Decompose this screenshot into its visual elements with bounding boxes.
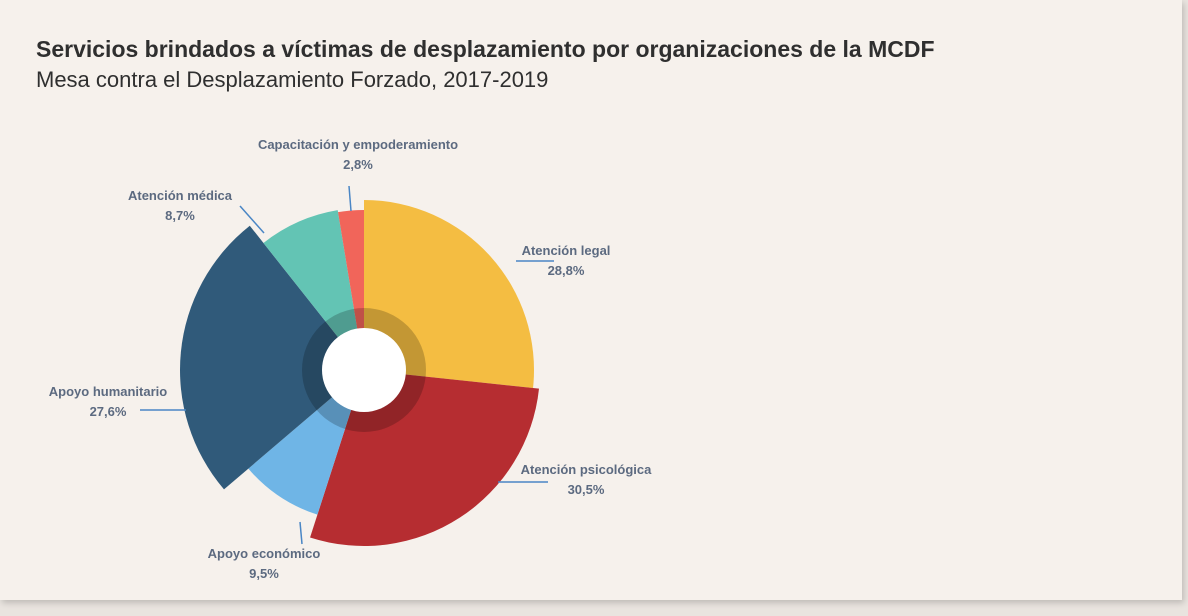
slice-label-atencion-medica: Atención médica [128, 188, 233, 203]
leader-line-capacitacion-y-empoderamiento [348, 185, 352, 212]
slice-value-atencion-medica: 8,7% [165, 208, 195, 223]
slice-value-apoyo-economico: 9,5% [249, 566, 279, 581]
pie-slice-apoyo-humanitario [179, 225, 364, 490]
slice-label-capacitacion-y-empoderamiento: Capacitación y empoderamiento [258, 137, 458, 152]
pie-slice-atencion-psicologica [310, 370, 540, 546]
slice-label-atencion-psicologica: Atención psicológica [521, 462, 653, 477]
slice-label-atencion-legal: Atención legal [522, 243, 611, 258]
chart-title: Servicios brindados a víctimas de despla… [36, 36, 935, 62]
slice-value-atencion-legal: 28,8% [548, 263, 585, 278]
slice-label-apoyo-economico: Apoyo económico [208, 546, 321, 561]
slice-value-atencion-psicologica: 30,5% [568, 482, 605, 497]
pie-slice-atencion-medica [263, 210, 364, 370]
chart-card: Servicios brindados a víctimas de despla… [0, 0, 1182, 600]
slice-labels: Atención legal 28,8% Atención psicológica 3… [49, 137, 652, 581]
pie-slice-apoyo-economico [248, 370, 364, 515]
pie-slices [179, 200, 540, 546]
slice-value-apoyo-humanitario: 27,6% [90, 404, 127, 419]
center-hole [322, 328, 406, 412]
pie-chart: Atención legal 28,8% Atención psicológica 3… [49, 137, 652, 581]
slice-value-capacitacion-y-empoderamiento: 2,8% [343, 157, 373, 172]
pie-slice-atencion-legal [364, 200, 534, 389]
leader-line-atencion-medica [239, 205, 265, 234]
chart-subtitle: Mesa contra el Desplazamiento Forzado, 2… [36, 67, 549, 92]
leader-line-apoyo-economico [299, 521, 303, 545]
slice-label-apoyo-humanitario: Apoyo humanitario [49, 384, 168, 399]
leader-lines [140, 185, 554, 545]
